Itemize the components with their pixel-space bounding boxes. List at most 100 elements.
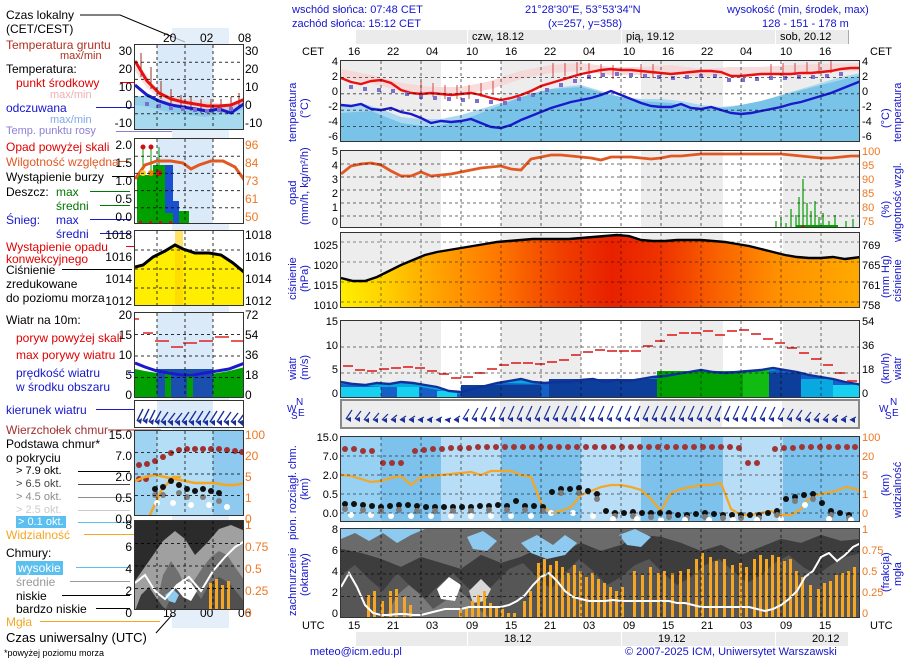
axis-wind-right-title: wiatr bbox=[892, 356, 904, 380]
day-band-sep-3 bbox=[775, 30, 776, 44]
legend-okt01: > 0.1 okt. bbox=[16, 516, 66, 528]
legend-clouds: Chmury: bbox=[6, 546, 52, 560]
legend-dewpoint: Temp. punktu rosy bbox=[6, 125, 96, 137]
mini-plot-wind-direction bbox=[134, 400, 244, 428]
legend-rain-max: max bbox=[56, 185, 79, 199]
legend-dewpoint-leader bbox=[116, 131, 172, 132]
utc-date-0: 18.12 bbox=[504, 633, 532, 645]
altitude-value: 128 - 151 - 178 m bbox=[762, 18, 849, 30]
axis-temp-right-title: temperatura bbox=[892, 82, 904, 142]
utc-hour-7: 09 bbox=[623, 620, 636, 632]
cet-hour-1: 22 bbox=[387, 46, 400, 58]
compass-right-e: E bbox=[892, 408, 899, 419]
utc-date-2: 20.12 bbox=[812, 633, 840, 645]
cet-label-left: CET bbox=[302, 46, 324, 58]
utc-hour-8: 15 bbox=[662, 620, 675, 632]
utc-label-right: UTC bbox=[870, 620, 893, 632]
axis-cover-left-unit: (oktanty) bbox=[299, 553, 311, 596]
legend-okt45-leader bbox=[78, 497, 130, 498]
legend-cl-vlow-leader bbox=[96, 608, 130, 609]
legend-okt79-leader bbox=[78, 471, 130, 472]
legend-okt25: > 2.5 okt. bbox=[16, 504, 62, 516]
axis-vis-right-title: widzialność bbox=[892, 461, 904, 518]
legend-local-time-2: (CET/CEST) bbox=[6, 22, 74, 36]
sunset-label: zachód słońca: 15:12 CET bbox=[292, 18, 422, 30]
legend-cl-vlow: bardzo niskie bbox=[16, 602, 87, 616]
cet-hour-5: 22 bbox=[544, 46, 557, 58]
axis-hum-right-unit: (%) bbox=[880, 200, 892, 218]
main-plot-precipitation bbox=[340, 150, 860, 228]
legend-rain-avg: średni bbox=[56, 199, 89, 213]
mini-plot-temperature bbox=[134, 44, 244, 130]
axis-cover-left-title: zachmurzenie bbox=[287, 547, 299, 616]
legend-cl-high: wysokie bbox=[16, 561, 63, 575]
compass-right-n: N bbox=[890, 397, 898, 408]
legend-fog: Mgła bbox=[6, 615, 33, 629]
mini-hour-08: 08 bbox=[238, 31, 252, 45]
legend-midpoint-minmax: max/min bbox=[50, 89, 92, 101]
legend-cl-mid: średnie bbox=[16, 575, 56, 589]
legend-temperature: Temperatura: bbox=[6, 62, 77, 76]
utc-hour-11: 09 bbox=[780, 620, 793, 632]
legend-convective-2: konwekcyjnego bbox=[6, 252, 89, 266]
legend-humidity: Wilgotność względna bbox=[6, 155, 119, 169]
compass-right-w: W bbox=[879, 404, 889, 415]
cet-hour-6: 04 bbox=[583, 46, 596, 58]
utc-hour-2: 03 bbox=[426, 620, 439, 632]
utc-date-sep-1 bbox=[467, 632, 468, 646]
legend-wind-speed-2: w środku obszaru bbox=[16, 380, 111, 394]
main-plot-cloud-cover bbox=[340, 528, 860, 618]
utc-date-sep-2 bbox=[621, 632, 622, 646]
day-band-sep-2 bbox=[621, 30, 622, 44]
day-label-0: czw, 18.12 bbox=[472, 31, 524, 43]
cet-hour-9: 22 bbox=[701, 46, 714, 58]
legend-wind-speed: prędkość wiatru bbox=[16, 366, 101, 380]
mini-hour-02: 02 bbox=[200, 31, 214, 45]
mini-plot-pressure bbox=[134, 230, 244, 306]
grid-point: (x=257, y=358) bbox=[548, 18, 622, 30]
axis-press-right-title: ciśnienie bbox=[892, 259, 904, 302]
legend-rain: Deszcz: bbox=[6, 185, 49, 199]
legend-precip-overscale: Opad powyżej skali bbox=[6, 140, 110, 154]
axis-cloudext-left-title: pion. rozciągł. chm. bbox=[287, 445, 299, 540]
utc-hour-0: 15 bbox=[348, 620, 361, 632]
main-plot-wind-direction bbox=[340, 399, 860, 429]
coordinates: 21°28'30"E, 53°53'34"N bbox=[525, 4, 641, 16]
legend-snow: Śnieg: bbox=[6, 213, 41, 227]
contact-email[interactable]: meteo@icm.edu.pl bbox=[310, 646, 402, 658]
axis-precip-left-unit: (mm/h, kg/m²/h) bbox=[299, 147, 311, 225]
legend-okt01-leader bbox=[78, 522, 130, 523]
legend-apparent-minmax: max/min bbox=[50, 114, 92, 126]
legend-rain-max-leader bbox=[90, 191, 130, 192]
day-band-sep-1 bbox=[467, 30, 468, 44]
legend-snow-avg-leader bbox=[100, 233, 130, 234]
legend-wind10: Wiatr na 10m: bbox=[6, 313, 81, 327]
legend-snow-max: max bbox=[56, 213, 79, 227]
utc-hour-4: 15 bbox=[505, 620, 518, 632]
day-label-1: pią, 19.12 bbox=[626, 31, 675, 43]
compass-right-s: S bbox=[885, 411, 892, 422]
mini-plot-cloud-base bbox=[134, 430, 244, 516]
cet-hour-4: 16 bbox=[505, 46, 518, 58]
legend-visibility-leader bbox=[84, 534, 162, 535]
footnote: *powyżej poziomu morza bbox=[4, 648, 105, 658]
mini-hour-20: 20 bbox=[163, 31, 177, 45]
mini-plot-precipitation bbox=[134, 138, 244, 224]
main-plot-wind bbox=[340, 320, 860, 398]
utc-date-band bbox=[356, 632, 848, 646]
utc-hour-12: 15 bbox=[819, 620, 832, 632]
axis-temp-left-name: temperatura bbox=[287, 82, 299, 142]
utc-hour-5: 21 bbox=[544, 620, 557, 632]
utc-date-1: 19.12 bbox=[658, 633, 686, 645]
cet-hour-0: 16 bbox=[348, 46, 361, 58]
axis-wind-right-unit: (km/h) bbox=[880, 352, 892, 384]
legend-fog-leader bbox=[40, 621, 160, 622]
legend-local-time: Czas lokalny bbox=[6, 8, 75, 22]
mini-plot-cloud-cover bbox=[134, 520, 244, 610]
utc-label-left: UTC bbox=[302, 620, 325, 632]
legend-visibility: Widzialność bbox=[6, 528, 71, 542]
legend-snow-max-leader bbox=[90, 219, 130, 220]
legend-rain-avg-leader bbox=[100, 205, 130, 206]
legend-local-time-leader bbox=[80, 14, 186, 43]
legend-cloud-base: Podstawa chmur* bbox=[6, 437, 101, 451]
